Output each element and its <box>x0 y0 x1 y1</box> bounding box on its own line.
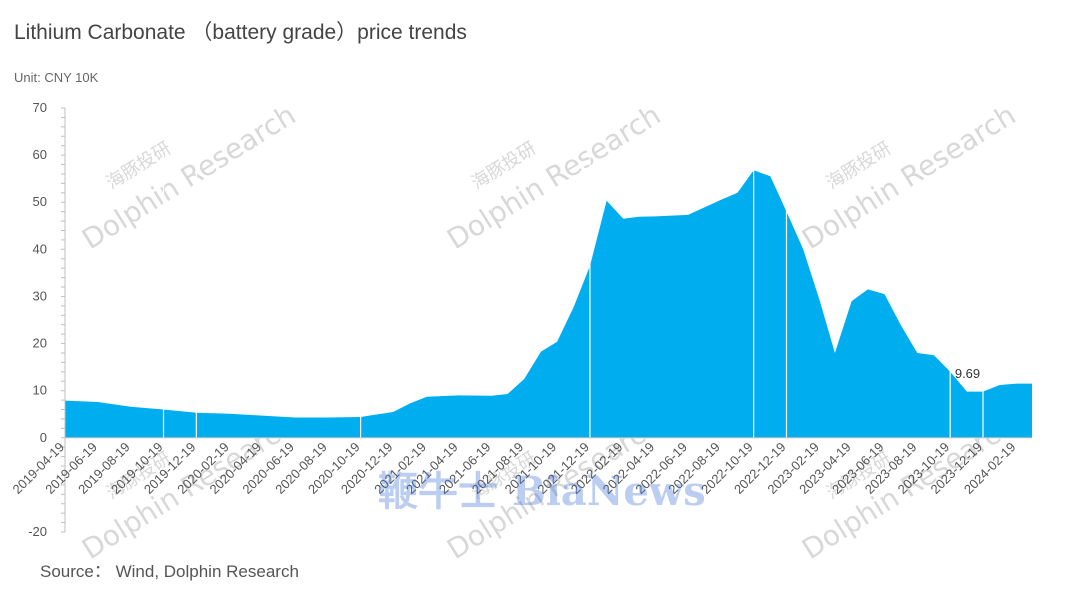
y-tick-label: 30 <box>33 288 47 303</box>
source-note: Source： Wind, Dolphin Research <box>40 562 299 581</box>
overlay-watermark-layer: 鞭牛士 BiaNews <box>378 468 706 515</box>
y-tick-label: 60 <box>33 147 47 162</box>
data-label: 9.69 <box>955 366 980 381</box>
y-tick-label: 20 <box>33 336 47 351</box>
y-tick-label: 50 <box>33 194 47 209</box>
y-tick-label: 0 <box>40 430 47 445</box>
plot-layer <box>65 155 1032 438</box>
unit-label: Unit: CNY 10K <box>14 70 99 85</box>
overlay-watermark-text: 鞭牛士 BiaNews <box>378 468 706 515</box>
chart-title: Lithium Carbonate （battery grade）price t… <box>14 21 467 44</box>
y-tick-label: 10 <box>33 383 47 398</box>
y-tick-label: 40 <box>33 241 47 256</box>
y-tick-label: 70 <box>33 100 47 115</box>
y-tick-label: -20 <box>28 524 47 539</box>
price-area-series <box>65 170 1032 438</box>
